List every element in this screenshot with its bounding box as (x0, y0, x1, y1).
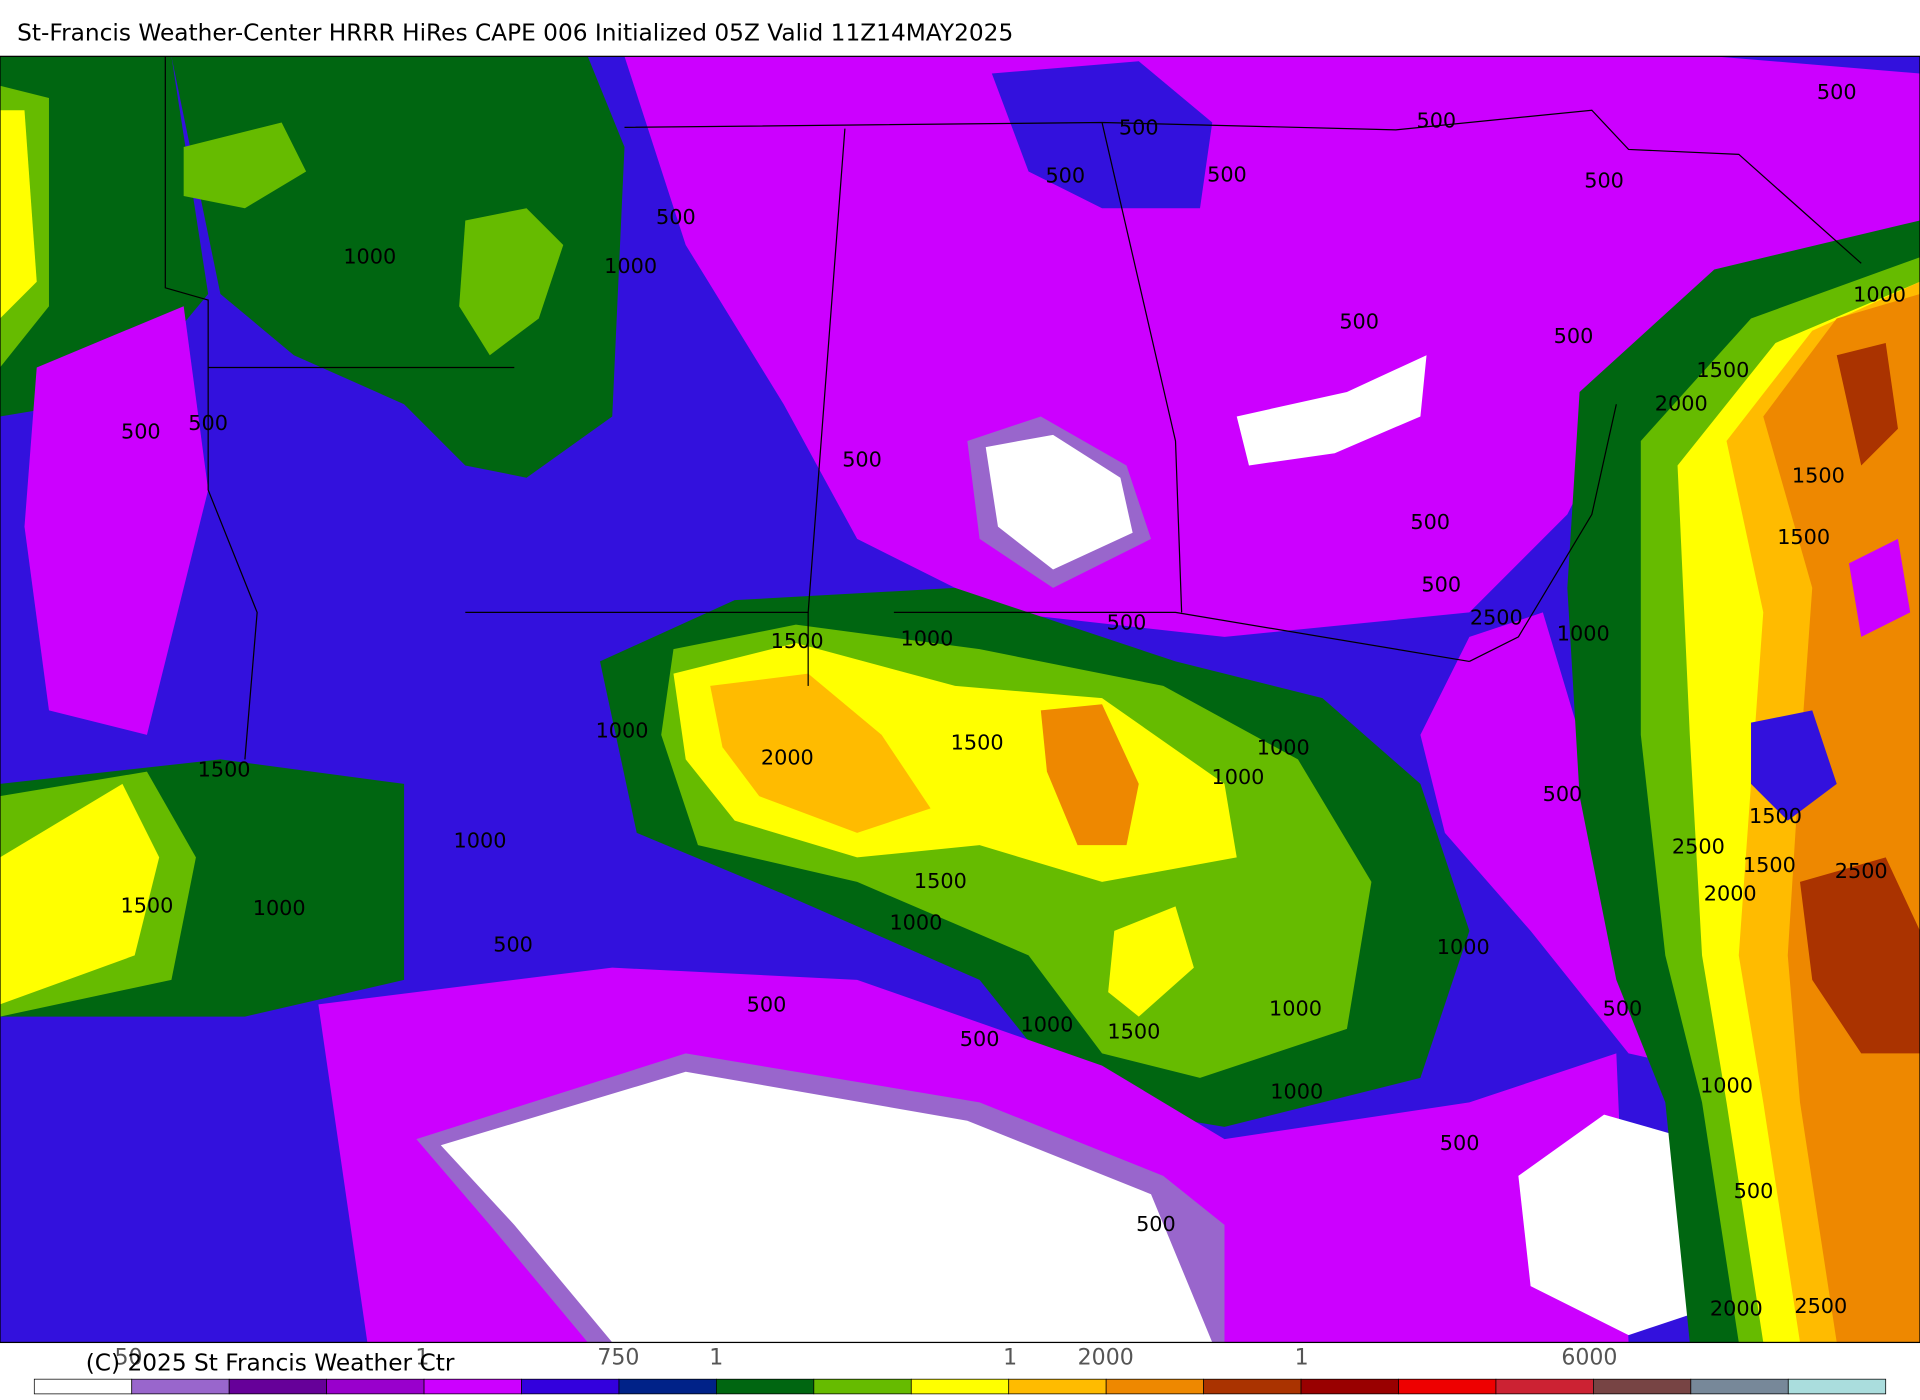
colorbar-label: 50 (115, 1345, 143, 1370)
colorbar-swatch (326, 1378, 425, 1395)
contour-label: 1500 (1792, 464, 1845, 488)
colorbar-swatch (1593, 1378, 1692, 1395)
colorbar-swatch (1495, 1378, 1594, 1395)
contour-label: 2000 (761, 745, 814, 769)
colorbar-swatch (1008, 1378, 1107, 1395)
map-title: St-Francis Weather-Center HRRR HiRes CAP… (17, 19, 1013, 46)
contour-label: 1500 (951, 731, 1004, 755)
contour-label: 1000 (1211, 765, 1264, 789)
colorbar-label: 750 (597, 1345, 639, 1370)
contour-label: 500 (121, 419, 161, 443)
contour-label: 500 (1410, 510, 1450, 534)
colorbar-swatch (716, 1378, 815, 1395)
map-frame (0, 55, 1920, 1344)
colorbar-swatch (1203, 1378, 1302, 1395)
colorbar-swatch (1690, 1378, 1789, 1395)
contour-label: 2500 (1672, 835, 1725, 859)
contour-label: 500 (842, 448, 882, 472)
colorbar-label: 6000 (1561, 1345, 1617, 1370)
contour-label: 1500 (1107, 1020, 1160, 1044)
colorbar-swatch (618, 1378, 717, 1395)
contour-label: 500 (1817, 80, 1857, 104)
contour-label: 1000 (1853, 282, 1906, 306)
colorbar-swatch (910, 1378, 1010, 1395)
contour-label: 1000 (1269, 996, 1322, 1020)
colorbar-swatch (228, 1378, 327, 1395)
contour-label: 500 (1207, 162, 1247, 186)
contour-label: 2500 (1835, 859, 1888, 883)
map (0, 56, 1920, 1343)
contour-label: 1500 (1749, 804, 1802, 828)
contour-label: 1000 (1437, 935, 1490, 959)
contour-label: 1000 (900, 626, 953, 650)
contour-label: 2000 (1710, 1296, 1763, 1320)
colorbar-label: 1 (1295, 1345, 1309, 1370)
contour-label: 500 (188, 411, 228, 435)
contour-label: 500 (1045, 163, 1085, 187)
colorbar-swatch (1398, 1378, 1497, 1395)
contour-labels: 500 500 500 500 500 500 500 1000 1000 500 500 500 50… (120, 80, 1906, 1320)
contour-label: 500 (1543, 782, 1583, 806)
contour-label: 500 (1734, 1179, 1774, 1203)
contour-label: 2000 (1655, 391, 1708, 415)
contour-label: 1000 (1270, 1080, 1323, 1104)
contour-label: 1000 (454, 829, 507, 853)
colorbar-swatch (813, 1378, 912, 1395)
contour-label: 500 (960, 1027, 1000, 1051)
contour-label: 1000 (1020, 1012, 1073, 1036)
contour-label: 1500 (198, 758, 251, 782)
colorbar: 50 1 750 1 1 2000 1 6000 (33, 1345, 1887, 1395)
contour-label: 1000 (889, 911, 942, 935)
contour-label: 2500 (1470, 606, 1523, 630)
contour-label: 500 (1107, 611, 1147, 635)
contour-label: 1500 (120, 894, 173, 918)
colorbar-swatch (423, 1378, 522, 1395)
contour-label: 500 (1603, 996, 1643, 1020)
contour-label: 2000 (1704, 881, 1757, 905)
contour-label: 1500 (1696, 358, 1749, 382)
contour-label: 500 (747, 993, 787, 1017)
contour-label: 1500 (1777, 525, 1830, 549)
contour-label: 1500 (1743, 853, 1796, 877)
contour-label: 1000 (1257, 736, 1310, 760)
copyright: (C) 2025 St Francis Weather Ctr (86, 1350, 455, 1377)
colorbar-label: 1 (1003, 1345, 1017, 1370)
contour-label: 1000 (604, 254, 657, 278)
contour-label: 500 (1440, 1131, 1480, 1155)
contour-label: 500 (656, 205, 696, 229)
colorbar-swatch (33, 1378, 133, 1395)
colorbar-swatch (1105, 1378, 1204, 1395)
colorbar-label: 2000 (1078, 1345, 1134, 1370)
contour-label: 500 (1421, 573, 1461, 597)
contour-label: 1000 (343, 244, 396, 268)
colorbar-swatch (1300, 1378, 1399, 1395)
contour-label: 1500 (914, 869, 967, 893)
contour-label: 500 (1416, 108, 1456, 132)
contour-label: 500 (1339, 309, 1379, 333)
contour-label: 2500 (1794, 1294, 1847, 1318)
contour-label: 500 (1584, 168, 1624, 192)
colorbar-swatch (1787, 1378, 1887, 1395)
colorbar-label: 1 (415, 1345, 429, 1370)
contour-label: 500 (1136, 1212, 1176, 1236)
contour-label: 1000 (1700, 1074, 1753, 1098)
contour-label: 500 (1554, 324, 1594, 348)
colorbar-swatch (521, 1378, 620, 1395)
contour-label: 1000 (1557, 622, 1610, 646)
contour-label: 500 (493, 933, 533, 957)
contour-label: 500 (1119, 116, 1159, 140)
contour-label: 1000 (596, 718, 649, 742)
contour-label: 1500 (771, 629, 824, 653)
colorbar-label: 1 (709, 1345, 723, 1370)
colorbar-swatch (131, 1378, 230, 1395)
contour-label: 1000 (253, 896, 306, 920)
